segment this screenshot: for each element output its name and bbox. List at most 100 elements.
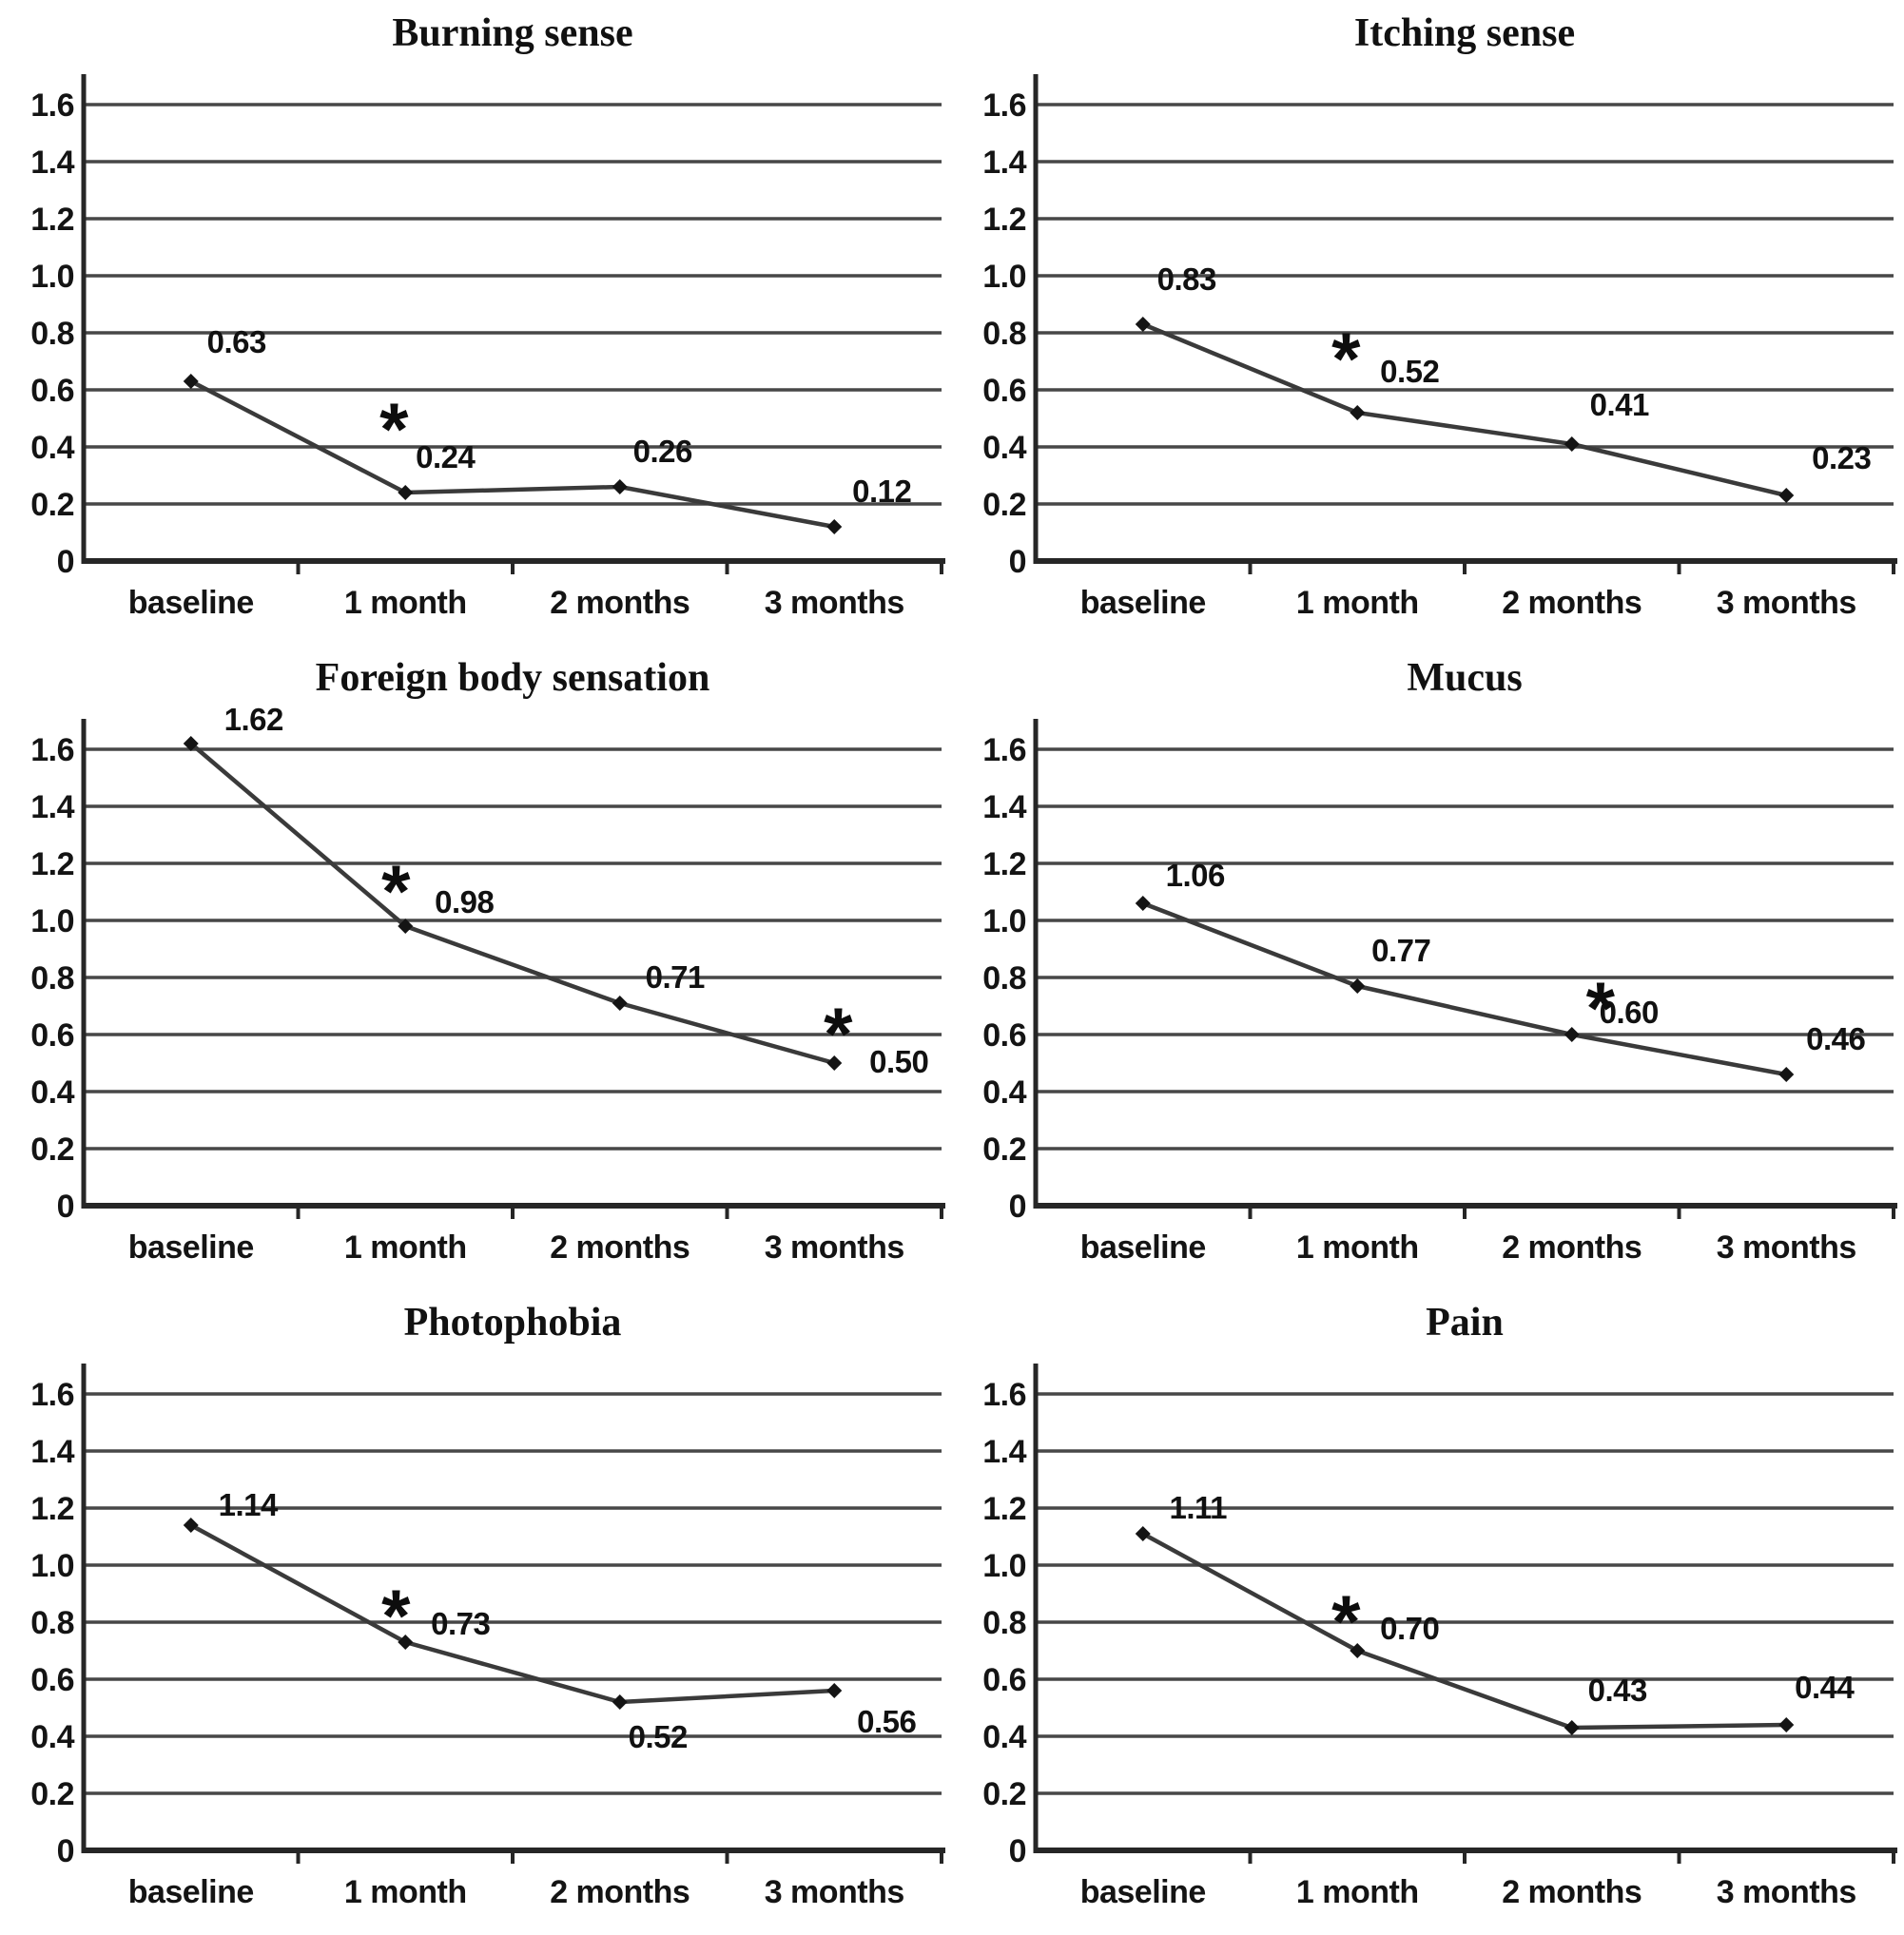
data-label: 1.11 <box>1170 1490 1228 1525</box>
data-label: 0.24 <box>416 439 476 474</box>
data-label: 0.50 <box>869 1044 928 1079</box>
data-point-marker <box>183 736 199 751</box>
y-tick-label: 0.2 <box>982 1132 1026 1168</box>
data-point-marker <box>1564 436 1580 452</box>
y-tick-label: 1.2 <box>30 1491 74 1527</box>
data-point-marker <box>1135 317 1151 332</box>
significance-asterisk: * <box>824 992 853 1075</box>
y-tick-label: 0.6 <box>30 1662 74 1698</box>
y-tick-label: 1.0 <box>982 1548 1026 1584</box>
series-line <box>1141 1532 1787 1731</box>
data-point-marker <box>1564 1720 1580 1735</box>
data-label: 0.23 <box>1812 440 1871 475</box>
x-tick-label: 1 month <box>344 1874 467 1910</box>
x-tick-label: 1 month <box>1296 585 1419 621</box>
chart-title: Burning sense <box>392 11 632 55</box>
y-tick-label: 0.4 <box>982 1719 1026 1755</box>
data-point-marker <box>1350 978 1366 994</box>
x-tick-label: 2 months <box>1502 1874 1642 1910</box>
x-tick-label: 1 month <box>1296 1229 1419 1266</box>
x-tick-label: baseline <box>1080 1229 1206 1266</box>
y-tick-label: 0.4 <box>982 430 1026 466</box>
y-tick-label: 0.6 <box>982 1662 1026 1698</box>
y-tick-label: 1.4 <box>30 789 74 825</box>
data-label: 0.43 <box>1588 1673 1647 1708</box>
data-point-marker <box>1135 1526 1151 1541</box>
series-line <box>189 742 835 1066</box>
y-tick-label: 0.2 <box>30 1132 74 1168</box>
series-line <box>189 1523 835 1705</box>
y-tick-label: 1.6 <box>30 87 74 124</box>
chart-mucus: Mucus 0 0.2 0.4 0.6 0.8 1.0 1.2 1.4 1.6 baseline 1… <box>982 656 1897 1266</box>
x-tick-label: 1 month <box>344 585 467 621</box>
data-point-marker <box>1135 896 1151 911</box>
y-tick-label: 1.0 <box>30 1548 74 1584</box>
y-tick-label: 1.6 <box>30 1377 74 1413</box>
chart-title: Itching sense <box>1354 11 1575 55</box>
data-point-marker <box>398 1635 414 1650</box>
data-point-marker <box>1778 1067 1795 1082</box>
series-line <box>189 379 835 530</box>
chart-pain: Pain 0 0.2 0.4 0.6 0.8 1.0 1.2 1.4 1.6 baseline 1 … <box>982 1301 1897 1910</box>
y-tick-label: 1.4 <box>982 1434 1026 1470</box>
y-tick-label: 1.2 <box>982 1491 1026 1527</box>
data-label: 0.44 <box>1795 1670 1855 1705</box>
x-tick-label: 3 months <box>765 585 904 621</box>
data-label: 1.62 <box>224 702 283 737</box>
chart-title: Photophobia <box>404 1301 622 1345</box>
data-point-marker <box>1778 488 1795 503</box>
y-tick-label: 1.2 <box>982 846 1026 882</box>
data-point-marker <box>1350 1643 1366 1658</box>
significance-asterisk: * <box>1586 966 1616 1050</box>
significance-asterisk: * <box>379 387 409 471</box>
x-tick-label: 3 months <box>1717 1874 1856 1910</box>
x-tick-label: 2 months <box>1502 1229 1642 1266</box>
y-tick-label: 0.8 <box>982 316 1026 352</box>
x-tick-label: 3 months <box>1717 1229 1856 1266</box>
data-label: 0.52 <box>1380 354 1439 389</box>
y-tick-label: 0.8 <box>30 960 74 997</box>
y-tick-label: 0.2 <box>30 1776 74 1812</box>
data-label: 1.06 <box>1166 858 1225 893</box>
data-label: 0.63 <box>207 324 266 359</box>
y-tick-label: 1.6 <box>982 1377 1026 1413</box>
significance-asterisk: * <box>381 849 411 933</box>
data-point-marker <box>612 996 628 1011</box>
significance-asterisk: * <box>1331 317 1361 400</box>
x-tick-label: baseline <box>1080 585 1206 621</box>
x-tick-label: 3 months <box>765 1229 904 1266</box>
y-tick-label: 0.4 <box>982 1074 1026 1111</box>
data-point-marker <box>398 485 414 500</box>
y-tick-label: 0.8 <box>30 316 74 352</box>
y-tick-label: 0.2 <box>982 487 1026 523</box>
data-point-marker <box>398 919 414 934</box>
y-tick-label: 0.6 <box>30 373 74 409</box>
y-tick-label: 0.6 <box>982 1017 1026 1054</box>
y-tick-label: 1.0 <box>982 259 1026 295</box>
chart-title: Pain <box>1426 1301 1504 1345</box>
data-label: 1.14 <box>219 1487 279 1522</box>
chart-title: Foreign body sensation <box>316 656 710 700</box>
y-tick-label: 1.2 <box>982 202 1026 238</box>
x-tick-label: 2 months <box>550 1229 690 1266</box>
data-point-marker <box>183 1518 199 1533</box>
y-tick-label: 1.4 <box>30 1434 74 1470</box>
x-tick-label: 2 months <box>1502 585 1642 621</box>
data-point-marker <box>826 1683 843 1698</box>
y-tick-label: 0 <box>1009 1833 1026 1869</box>
y-tick-label: 0 <box>57 1189 74 1225</box>
data-label: 0.77 <box>1371 933 1430 968</box>
y-tick-label: 0.2 <box>982 1776 1026 1812</box>
data-label: 0.56 <box>857 1704 916 1739</box>
y-tick-label: 0.4 <box>30 430 74 466</box>
y-tick-label: 1.4 <box>982 789 1026 825</box>
data-point-marker <box>183 374 199 389</box>
y-tick-label: 1.6 <box>982 732 1026 768</box>
y-tick-label: 1.2 <box>30 846 74 882</box>
data-label: 0.12 <box>852 474 911 509</box>
data-label: 0.70 <box>1380 1611 1439 1646</box>
y-tick-label: 0.6 <box>982 373 1026 409</box>
chart-burning-sense: Burning sense 0 0.2 0.4 0.6 0.8 1.0 1.2 1.4 1.6 b… <box>30 11 945 621</box>
data-point-marker <box>1778 1717 1795 1732</box>
significance-asterisk: * <box>1331 1579 1361 1663</box>
